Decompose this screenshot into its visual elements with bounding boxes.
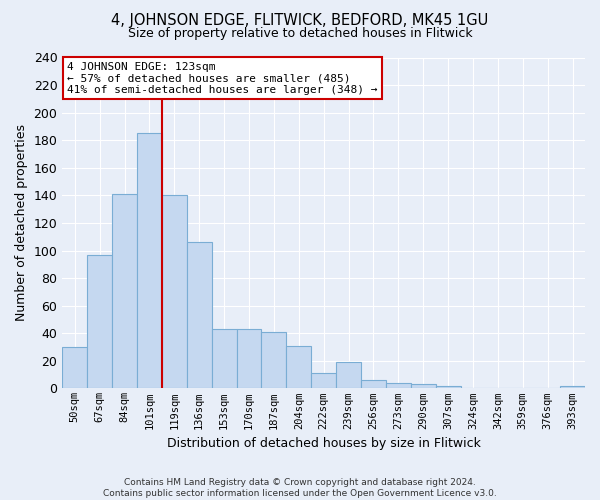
Bar	[361, 380, 386, 388]
Bar	[560, 386, 585, 388]
Bar	[436, 386, 461, 388]
Y-axis label: Number of detached properties: Number of detached properties	[15, 124, 28, 322]
Bar	[137, 134, 162, 388]
Bar	[411, 384, 436, 388]
Bar	[286, 346, 311, 389]
Text: 4 JOHNSON EDGE: 123sqm
← 57% of detached houses are smaller (485)
41% of semi-de: 4 JOHNSON EDGE: 123sqm ← 57% of detached…	[67, 62, 378, 95]
Bar	[87, 254, 112, 388]
Bar	[336, 362, 361, 388]
Bar	[311, 373, 336, 388]
Bar	[262, 332, 286, 388]
Bar	[162, 196, 187, 388]
X-axis label: Distribution of detached houses by size in Flitwick: Distribution of detached houses by size …	[167, 437, 481, 450]
Bar	[112, 194, 137, 388]
Bar	[62, 347, 87, 389]
Text: 4, JOHNSON EDGE, FLITWICK, BEDFORD, MK45 1GU: 4, JOHNSON EDGE, FLITWICK, BEDFORD, MK45…	[112, 12, 488, 28]
Bar	[236, 329, 262, 388]
Bar	[187, 242, 212, 388]
Bar	[386, 383, 411, 388]
Bar	[212, 329, 236, 388]
Text: Contains HM Land Registry data © Crown copyright and database right 2024.
Contai: Contains HM Land Registry data © Crown c…	[103, 478, 497, 498]
Text: Size of property relative to detached houses in Flitwick: Size of property relative to detached ho…	[128, 28, 472, 40]
